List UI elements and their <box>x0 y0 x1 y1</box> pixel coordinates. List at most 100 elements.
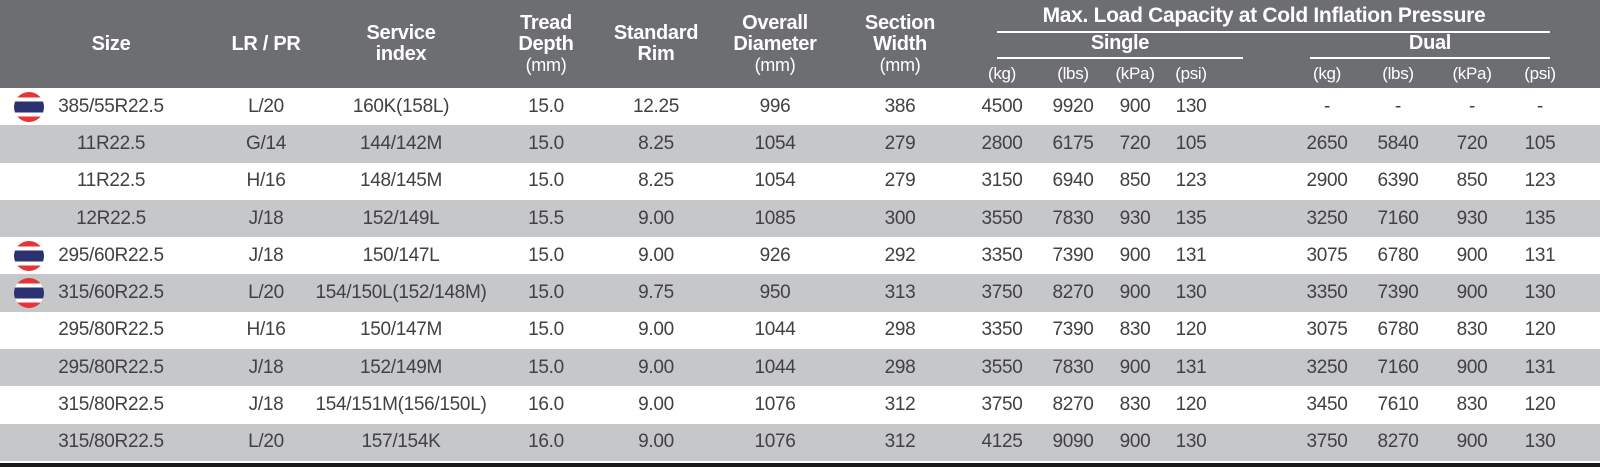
tread-depth-cell: 15.0 <box>528 282 564 304</box>
thailand-flag-icon <box>14 240 44 271</box>
section-width-cell: 292 <box>884 244 916 266</box>
bottom-gap <box>0 461 1600 463</box>
single-lbs-cell: 7390 <box>1052 244 1094 266</box>
single-lbs-unit: (lbs) <box>1057 64 1089 83</box>
overall-diameter-cell: 1044 <box>754 319 796 341</box>
single-kg-cell: 3750 <box>981 282 1023 304</box>
single-lbs-cell: 7830 <box>1052 356 1094 378</box>
tread-depth-cell: 15.0 <box>528 244 564 266</box>
lr-pr-cell: L/20 <box>248 431 284 453</box>
section-width-cell: 298 <box>884 319 916 341</box>
standard-rim-cell: 8.25 <box>638 170 674 192</box>
single-lbs-cell: 6940 <box>1052 170 1094 192</box>
dual-kg-cell: 3075 <box>1306 244 1348 266</box>
size-value: 315/80R22.5 <box>58 431 164 453</box>
single-psi-unit: (psi) <box>1175 64 1207 83</box>
single-kg-cell: 3350 <box>981 319 1023 341</box>
size-value: 315/80R22.5 <box>58 394 164 416</box>
single-kg-cell: 3750 <box>981 394 1023 416</box>
single-psi-cell: 131 <box>1175 244 1207 266</box>
thailand-flag-icon <box>14 91 44 122</box>
standard-rim-cell: 8.25 <box>638 132 674 154</box>
tread-depth-cell: 15.0 <box>528 95 564 117</box>
dual-lbs-cell: - <box>1394 95 1402 117</box>
single-psi-cell: 131 <box>1175 356 1207 378</box>
single-kpa-unit: (kPa) <box>1115 64 1155 83</box>
single-psi-cell: 120 <box>1175 319 1207 341</box>
dual-psi-cell: 123 <box>1524 170 1556 192</box>
single-lbs-cell: 7830 <box>1052 207 1094 229</box>
single-lbs-cell: 8270 <box>1052 394 1094 416</box>
tread-depth-cell: 15.5 <box>528 207 564 229</box>
single-kpa-cell: 930 <box>1119 207 1151 229</box>
size-cell: 295/80R22.5 <box>0 319 222 341</box>
dual-psi-cell: 130 <box>1524 282 1556 304</box>
overall-diameter-unit: (mm) <box>754 54 796 75</box>
dual-lbs-cell: 5840 <box>1377 132 1419 154</box>
standard-rim-cell: 9.00 <box>638 319 674 341</box>
size-cell: 11R22.5 <box>0 170 222 192</box>
dual-psi-cell: 120 <box>1524 319 1556 341</box>
table-row: 315/60R22.5 L/20 154/150L(152/148M) 15.0… <box>0 274 1600 312</box>
tread-depth-cell: 15.0 <box>528 132 564 154</box>
single-psi-cell: 130 <box>1175 95 1207 117</box>
single-psi-cell: 135 <box>1175 207 1207 229</box>
size-value: 385/55R22.5 <box>58 95 164 117</box>
section-width-unit: (mm) <box>879 54 921 75</box>
size-cell: 315/60R22.5 <box>0 278 222 309</box>
overall-diameter-cell: 950 <box>759 282 791 304</box>
service-index-cell: 154/150L(152/148M) <box>315 282 487 304</box>
header-service-index: Service index <box>366 22 436 65</box>
dual-kpa-cell: 830 <box>1456 319 1488 341</box>
size-value: 11R22.5 <box>76 132 146 154</box>
single-kpa-cell: 900 <box>1119 356 1151 378</box>
single-lbs-cell: 7390 <box>1052 319 1094 341</box>
table-row: 315/80R22.5 L/20 157/154K 16.0 9.00 1076… <box>0 423 1600 461</box>
single-psi-cell: 123 <box>1175 170 1207 192</box>
dual-kg-cell: 3350 <box>1306 282 1348 304</box>
table-row: 11R22.5 G/14 144/142M 15.0 8.25 1054 279… <box>0 125 1600 163</box>
dual-kg-cell: 2650 <box>1306 132 1348 154</box>
dual-psi-cell: 131 <box>1524 356 1556 378</box>
tread-depth-cell: 15.0 <box>528 319 564 341</box>
standard-rim-cell: 9.00 <box>638 394 674 416</box>
single-kg-cell: 4125 <box>981 431 1023 453</box>
size-cell: 11R22.5 <box>0 133 222 155</box>
table-row: 11R22.5 H/16 148/145M 15.0 8.25 1054 279… <box>0 162 1600 200</box>
section-width-cell: 312 <box>884 431 916 453</box>
lr-pr-cell: L/20 <box>248 282 284 304</box>
service-index-cell: 150/147M <box>359 319 443 341</box>
single-kg-cell: 3550 <box>981 356 1023 378</box>
dual-kpa-cell: 850 <box>1456 170 1488 192</box>
dual-kg-cell: 2900 <box>1306 170 1348 192</box>
table-row: 385/55R22.5 L/20 160K(158L) 15.0 12.25 9… <box>0 88 1600 126</box>
size-cell: 315/80R22.5 <box>0 394 222 416</box>
single-psi-cell: 120 <box>1175 394 1207 416</box>
size-cell: 12R22.5 <box>0 208 222 230</box>
header-overall-diameter: Overall Diameter (mm) <box>733 11 817 75</box>
size-value: 11R22.5 <box>76 170 146 192</box>
dual-kg-cell: 3750 <box>1306 431 1348 453</box>
dual-psi-cell: - <box>1536 95 1544 117</box>
single-lbs-cell: 8270 <box>1052 282 1094 304</box>
size-cell: 295/60R22.5 <box>0 240 222 271</box>
table-row: 315/80R22.5 J/18 154/151M(156/150L) 16.0… <box>0 386 1600 424</box>
header-lr-pr-label: LR / PR <box>231 32 301 55</box>
section-width-cell: 386 <box>884 95 916 117</box>
service-index-cell: 160K(158L) <box>352 95 450 117</box>
header-lr-pr: LR / PR <box>222 0 310 88</box>
dual-psi-cell: 105 <box>1524 132 1556 154</box>
bottom-border <box>0 463 1600 467</box>
overall-diameter-cell: 996 <box>759 95 791 117</box>
dual-lbs-cell: 6780 <box>1377 244 1419 266</box>
table-row: 295/80R22.5 H/16 150/147M 15.0 9.00 1044… <box>0 311 1600 350</box>
size-value: 12R22.5 <box>76 207 146 229</box>
table-row: 12R22.5 J/18 152/149L 15.5 9.00 1085 300… <box>0 199 1600 238</box>
single-kg-cell: 3550 <box>981 207 1023 229</box>
table-body: 385/55R22.5 L/20 160K(158L) 15.0 12.25 9… <box>0 88 1600 461</box>
header-size: Size <box>0 0 222 88</box>
size-value: 295/80R22.5 <box>58 356 164 378</box>
overall-diameter-cell: 1054 <box>754 170 796 192</box>
dual-psi-cell: 120 <box>1524 394 1556 416</box>
single-kpa-cell: 900 <box>1119 282 1151 304</box>
